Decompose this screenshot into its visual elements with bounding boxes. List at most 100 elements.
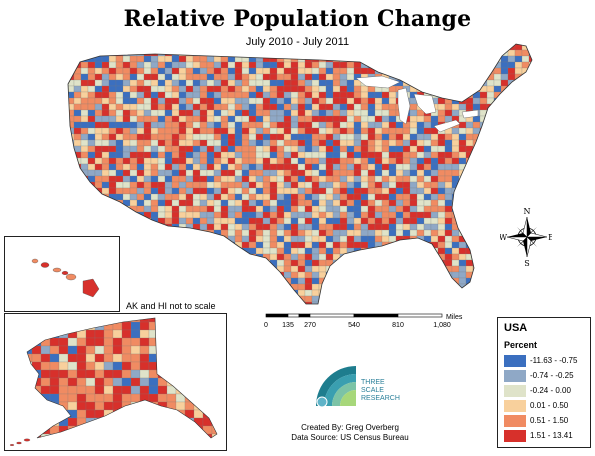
county-cell <box>171 181 180 189</box>
county-cell <box>199 97 208 105</box>
county-cell <box>514 103 523 111</box>
county-cell <box>381 91 390 99</box>
county-cell <box>184 321 195 331</box>
county-cell <box>437 85 446 93</box>
county-cell <box>108 103 117 111</box>
county-cell <box>122 241 131 249</box>
county-cell <box>157 55 166 63</box>
county-cell <box>234 301 243 304</box>
county-cell <box>80 217 89 225</box>
county-cell <box>185 145 194 153</box>
county-cell <box>40 353 51 363</box>
county-cell <box>115 169 124 177</box>
county-cell <box>67 32 74 38</box>
county-cell <box>192 277 201 285</box>
county-cell <box>73 49 82 57</box>
county-cell <box>444 229 453 237</box>
county-cell <box>367 49 376 57</box>
county-cell <box>103 401 114 411</box>
county-cell <box>185 241 194 249</box>
county-cell <box>143 67 152 75</box>
county-cell <box>416 127 425 135</box>
county-cell <box>171 235 180 243</box>
county-cell <box>388 44 397 45</box>
county-cell <box>444 67 453 75</box>
county-cell <box>346 73 355 81</box>
county-cell <box>276 289 285 297</box>
county-cell <box>234 133 243 141</box>
logo-line-3: RESEARCH <box>361 395 400 402</box>
county-cell <box>472 187 481 195</box>
county-cell <box>136 157 145 165</box>
county-cell <box>211 337 217 347</box>
county-cell <box>220 44 229 51</box>
county-cell <box>269 175 278 183</box>
county-cell <box>374 157 383 165</box>
county-cell <box>444 217 453 225</box>
county-cell <box>472 44 481 51</box>
county-cell <box>227 163 236 171</box>
county-cell <box>458 49 467 57</box>
county-cell <box>543 302 550 308</box>
county-cell <box>276 265 285 273</box>
county-cell <box>234 85 243 93</box>
county-cell <box>143 199 152 207</box>
county-cell <box>94 193 103 201</box>
county-cell <box>311 229 320 237</box>
county-cell <box>318 223 327 231</box>
county-cell <box>234 223 243 231</box>
county-cell <box>234 67 243 75</box>
county-cell <box>164 97 173 105</box>
county-cell <box>388 109 397 117</box>
county-cell <box>112 377 123 387</box>
county-cell <box>241 169 250 177</box>
county-cell <box>479 133 488 141</box>
county-cell <box>193 318 204 323</box>
county-cell <box>122 151 131 159</box>
county-cell <box>423 145 432 153</box>
county-cell <box>206 79 215 87</box>
county-cell <box>276 133 285 141</box>
county-cell <box>149 442 158 450</box>
county-cell <box>148 385 159 395</box>
county-cell <box>27 353 33 363</box>
county-cell <box>402 295 411 303</box>
county-cell <box>136 259 145 267</box>
county-cell <box>241 91 250 99</box>
county-cell <box>304 253 313 261</box>
county-cell <box>150 253 159 261</box>
county-cell <box>185 223 194 231</box>
county-cell <box>122 235 131 243</box>
county-cell <box>112 353 123 363</box>
county-cell <box>108 79 117 87</box>
county-cell <box>199 73 208 81</box>
county-cell <box>416 44 425 45</box>
county-cell <box>68 211 75 219</box>
county-cells <box>67 32 550 308</box>
county-cell <box>193 321 204 331</box>
county-cell <box>381 205 390 213</box>
county-cell <box>255 301 264 304</box>
county-cell <box>395 265 404 273</box>
county-cell <box>479 271 488 279</box>
county-cell <box>94 133 103 141</box>
county-cell <box>543 38 550 44</box>
county-cell <box>381 55 390 63</box>
county-cell <box>416 44 425 51</box>
county-cell <box>248 61 257 69</box>
county-cell <box>178 44 187 51</box>
county-cell <box>353 271 362 279</box>
county-cell <box>220 49 229 57</box>
county-cell <box>94 223 103 231</box>
county-cell <box>521 277 530 285</box>
county-cell <box>304 199 313 207</box>
county-cell <box>58 409 69 419</box>
county-cell <box>262 85 271 93</box>
county-cell <box>136 265 145 273</box>
county-cell <box>444 85 453 93</box>
county-cell <box>58 345 69 355</box>
county-cell <box>234 49 243 57</box>
county-cell <box>388 199 397 207</box>
county-cell <box>332 217 341 225</box>
county-cell <box>465 211 474 219</box>
